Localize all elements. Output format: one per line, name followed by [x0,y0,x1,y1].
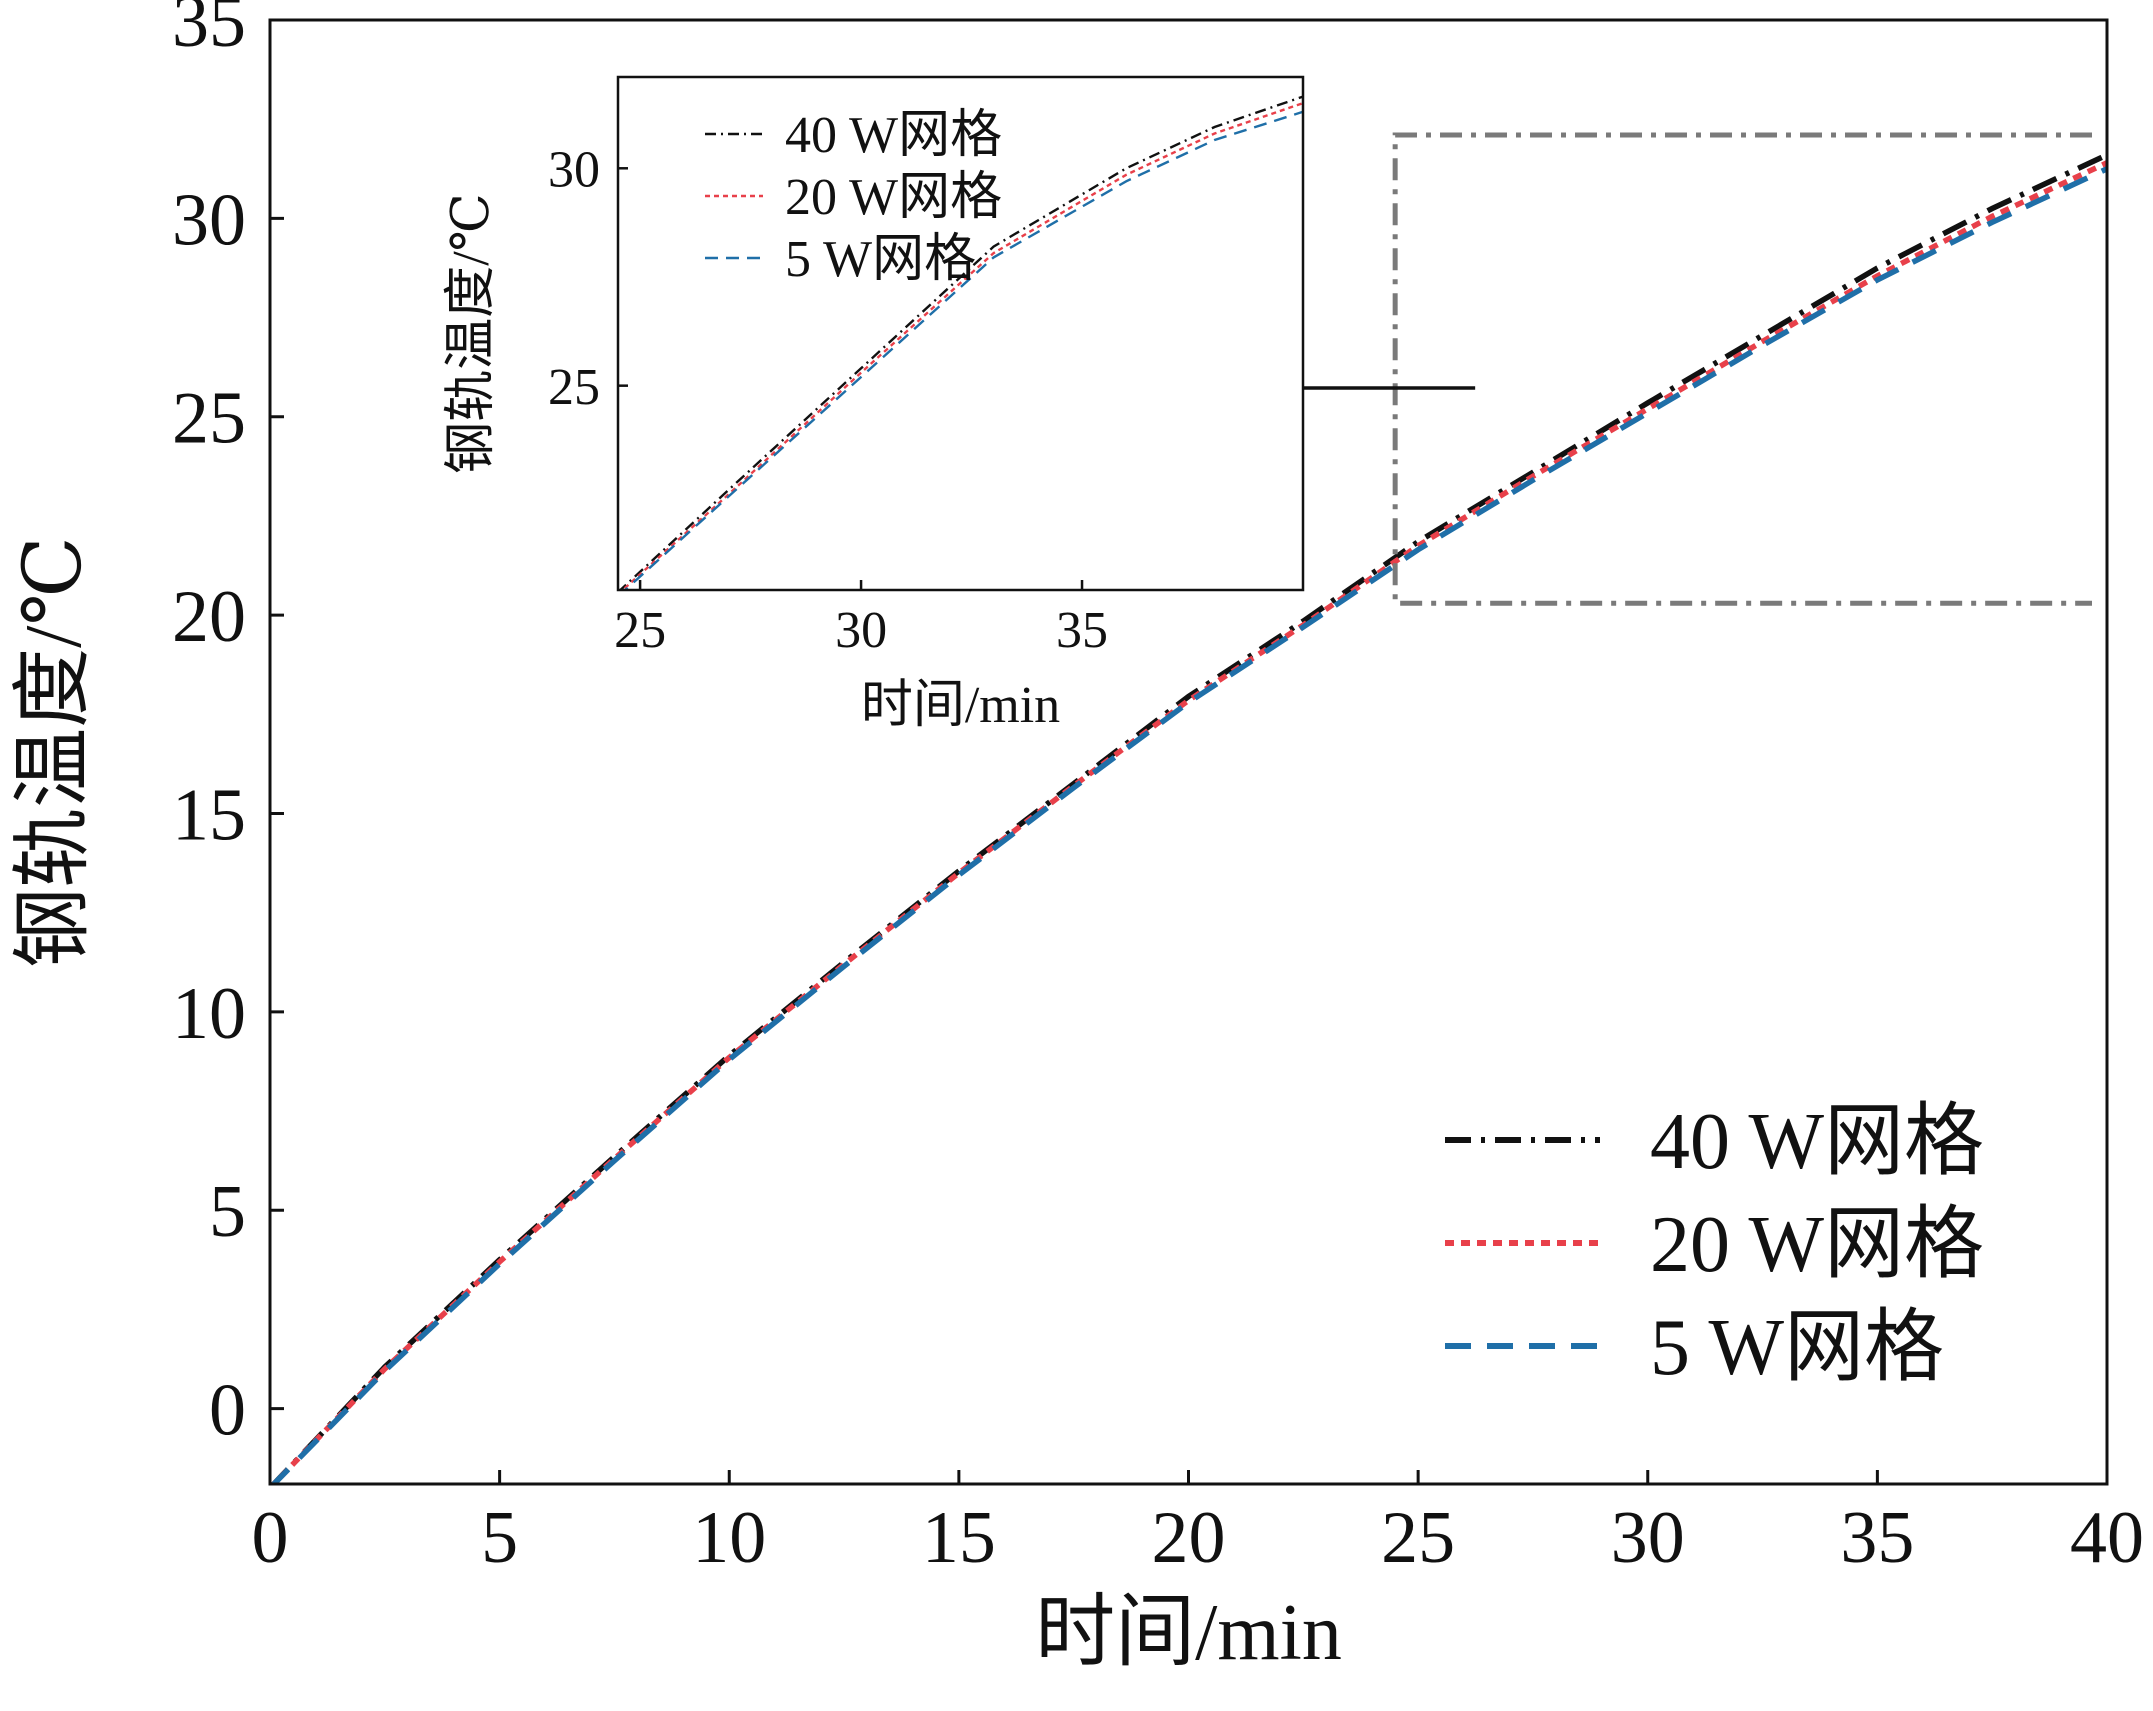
main-y-tick-label: 0 [209,1370,246,1452]
main-legend: 40 W网格 20 W网格 5 W网格 [1445,1098,1984,1392]
main-x-tick-label: 20 [1152,1497,1226,1579]
main-legend-label-1: 20 W网格 [1650,1201,1984,1289]
main-series-group [270,152,2107,1484]
inset-x-tick-label: 25 [614,602,666,659]
main-y-tick-label: 10 [172,973,246,1055]
main-x-tick-label: 5 [481,1497,518,1579]
main-y-tick-label: 30 [172,179,246,261]
main-y-axis-title: 钢轨温度/℃ [10,536,98,968]
inset-series-line-0 [618,95,1303,590]
main-x-tick-label: 15 [922,1497,996,1579]
inset-legend-label-1: 20 W网格 [785,169,1002,226]
main-x-tick-label: 35 [1840,1497,1914,1579]
main-x-tick-label: 10 [692,1497,766,1579]
main-series-line-2 [270,166,2107,1484]
inset-plot-frame [616,75,1305,592]
main-y-tick-label: 20 [172,576,246,658]
main-y-tick-label: 35 [172,0,246,63]
inset-series-line-1 [620,101,1303,590]
main-series-line-0 [270,152,2107,1484]
inset-legend-label-2: 5 W网格 [785,231,976,288]
inset-y-tick-label: 30 [548,141,600,198]
main-x-tick-label: 30 [1611,1497,1685,1579]
inset-y-axis-title: 钢轨温度/℃ [443,193,500,474]
inset-series-group [618,95,1303,590]
inset-plot-background [618,77,1303,590]
main-x-axis-title: 时间/min [1035,1589,1342,1677]
inset-x-tick-label: 30 [835,602,887,659]
inset-y-tick-label: 25 [548,359,600,416]
inset-x-tick-label: 35 [1056,602,1108,659]
main-x-tick-label: 40 [2070,1497,2144,1579]
main-legend-label-0: 40 W网格 [1650,1098,1984,1186]
inset-series-line-2 [623,110,1303,590]
main-legend-label-2: 5 W网格 [1650,1304,1944,1392]
inset-legend-label-0: 40 W网格 [785,107,1002,164]
main-y-tick-label: 25 [172,378,246,460]
main-y-tick-label: 5 [209,1171,246,1253]
main-x-tick-label: 0 [252,1497,289,1579]
zoom-region-outline [1392,132,2092,606]
inset-x-axis-title: 时间/min [861,677,1060,734]
main-x-tick-label: 25 [1381,1497,1455,1579]
main-y-tick-label: 15 [172,774,246,856]
